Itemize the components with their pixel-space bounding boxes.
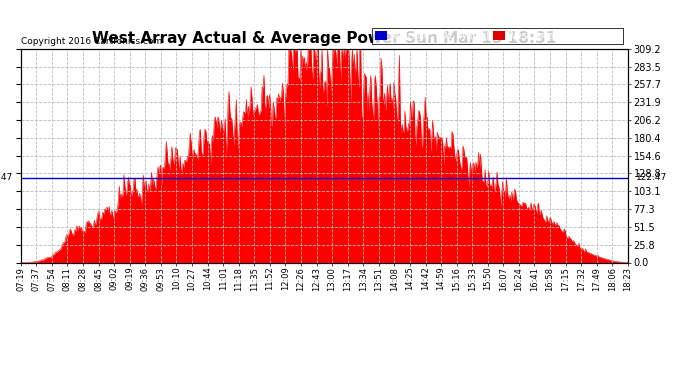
Title: West Array Actual & Average Power Sun Mar 13 18:31: West Array Actual & Average Power Sun Ma… [92, 31, 556, 46]
Legend: Average  (DC Watts), West Array  (DC Watts): Average (DC Watts), West Array (DC Watts… [373, 28, 623, 44]
Text: 122.47: 122.47 [636, 173, 667, 182]
Text: 122.47: 122.47 [0, 173, 13, 182]
Text: Copyright 2016 Cartronics.com: Copyright 2016 Cartronics.com [21, 37, 162, 46]
